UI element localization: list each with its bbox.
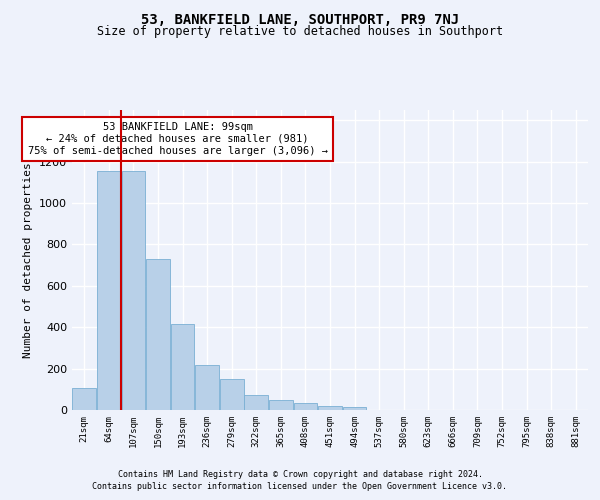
Y-axis label: Number of detached properties: Number of detached properties [23,162,34,358]
Text: Contains HM Land Registry data © Crown copyright and database right 2024.: Contains HM Land Registry data © Crown c… [118,470,482,479]
Text: Contains public sector information licensed under the Open Government Licence v3: Contains public sector information licen… [92,482,508,491]
Bar [73,388,96,410]
Text: Size of property relative to detached houses in Southport: Size of property relative to detached ho… [97,25,503,38]
Bar [318,406,342,410]
Text: 53 BANKFIELD LANE: 99sqm
← 24% of detached houses are smaller (981)
75% of semi-: 53 BANKFIELD LANE: 99sqm ← 24% of detach… [28,122,328,156]
Bar [122,171,145,410]
Bar [244,395,268,410]
Bar [343,407,367,410]
Bar [195,365,219,410]
Bar [146,259,170,410]
Bar [220,380,244,410]
Bar [269,400,293,410]
Bar [170,324,194,410]
Bar [293,403,317,410]
Text: 53, BANKFIELD LANE, SOUTHPORT, PR9 7NJ: 53, BANKFIELD LANE, SOUTHPORT, PR9 7NJ [141,12,459,26]
Bar [97,171,121,410]
